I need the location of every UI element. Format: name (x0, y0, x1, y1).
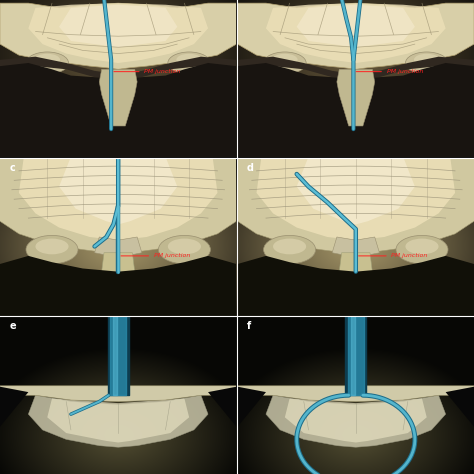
Polygon shape (237, 3, 474, 69)
Polygon shape (237, 386, 474, 401)
Ellipse shape (168, 238, 201, 255)
Text: PM junction: PM junction (386, 69, 423, 74)
Ellipse shape (405, 238, 438, 255)
Ellipse shape (272, 54, 298, 66)
Polygon shape (59, 155, 177, 224)
Polygon shape (233, 256, 474, 319)
Polygon shape (297, 5, 415, 47)
Polygon shape (266, 3, 446, 63)
Polygon shape (297, 155, 415, 224)
Polygon shape (208, 386, 241, 474)
Ellipse shape (35, 54, 60, 66)
Text: f: f (247, 321, 251, 331)
Polygon shape (101, 253, 135, 278)
Polygon shape (0, 3, 237, 69)
Ellipse shape (414, 54, 439, 66)
Text: c: c (9, 163, 15, 173)
Polygon shape (95, 237, 142, 257)
Ellipse shape (26, 52, 69, 74)
Polygon shape (226, 158, 237, 316)
Polygon shape (59, 5, 177, 47)
Ellipse shape (158, 236, 210, 264)
Ellipse shape (168, 52, 210, 74)
Ellipse shape (264, 52, 306, 74)
Polygon shape (0, 63, 237, 157)
Ellipse shape (26, 236, 78, 264)
Polygon shape (47, 399, 189, 443)
Polygon shape (237, 158, 248, 316)
Polygon shape (0, 386, 28, 474)
Polygon shape (237, 63, 474, 157)
Polygon shape (0, 386, 237, 401)
Text: PM junction: PM junction (391, 254, 428, 258)
Ellipse shape (396, 236, 448, 264)
Text: PM junction: PM junction (154, 254, 190, 258)
Polygon shape (28, 395, 208, 447)
Text: d: d (247, 163, 254, 173)
Polygon shape (0, 57, 237, 80)
Polygon shape (233, 386, 266, 474)
Text: e: e (9, 321, 16, 331)
Polygon shape (266, 395, 446, 447)
Polygon shape (237, 57, 474, 80)
Ellipse shape (36, 238, 69, 255)
Polygon shape (0, 155, 241, 255)
Polygon shape (332, 237, 379, 257)
Ellipse shape (176, 54, 202, 66)
Polygon shape (233, 155, 474, 255)
Polygon shape (285, 399, 427, 443)
Polygon shape (19, 155, 218, 240)
Polygon shape (256, 155, 455, 240)
Ellipse shape (273, 238, 306, 255)
Polygon shape (28, 3, 208, 63)
Polygon shape (0, 256, 241, 319)
Ellipse shape (405, 52, 448, 74)
Polygon shape (446, 386, 474, 474)
Polygon shape (339, 253, 373, 278)
Ellipse shape (264, 236, 316, 264)
Polygon shape (99, 69, 137, 126)
Polygon shape (337, 69, 375, 126)
Text: PM junction: PM junction (144, 69, 181, 74)
